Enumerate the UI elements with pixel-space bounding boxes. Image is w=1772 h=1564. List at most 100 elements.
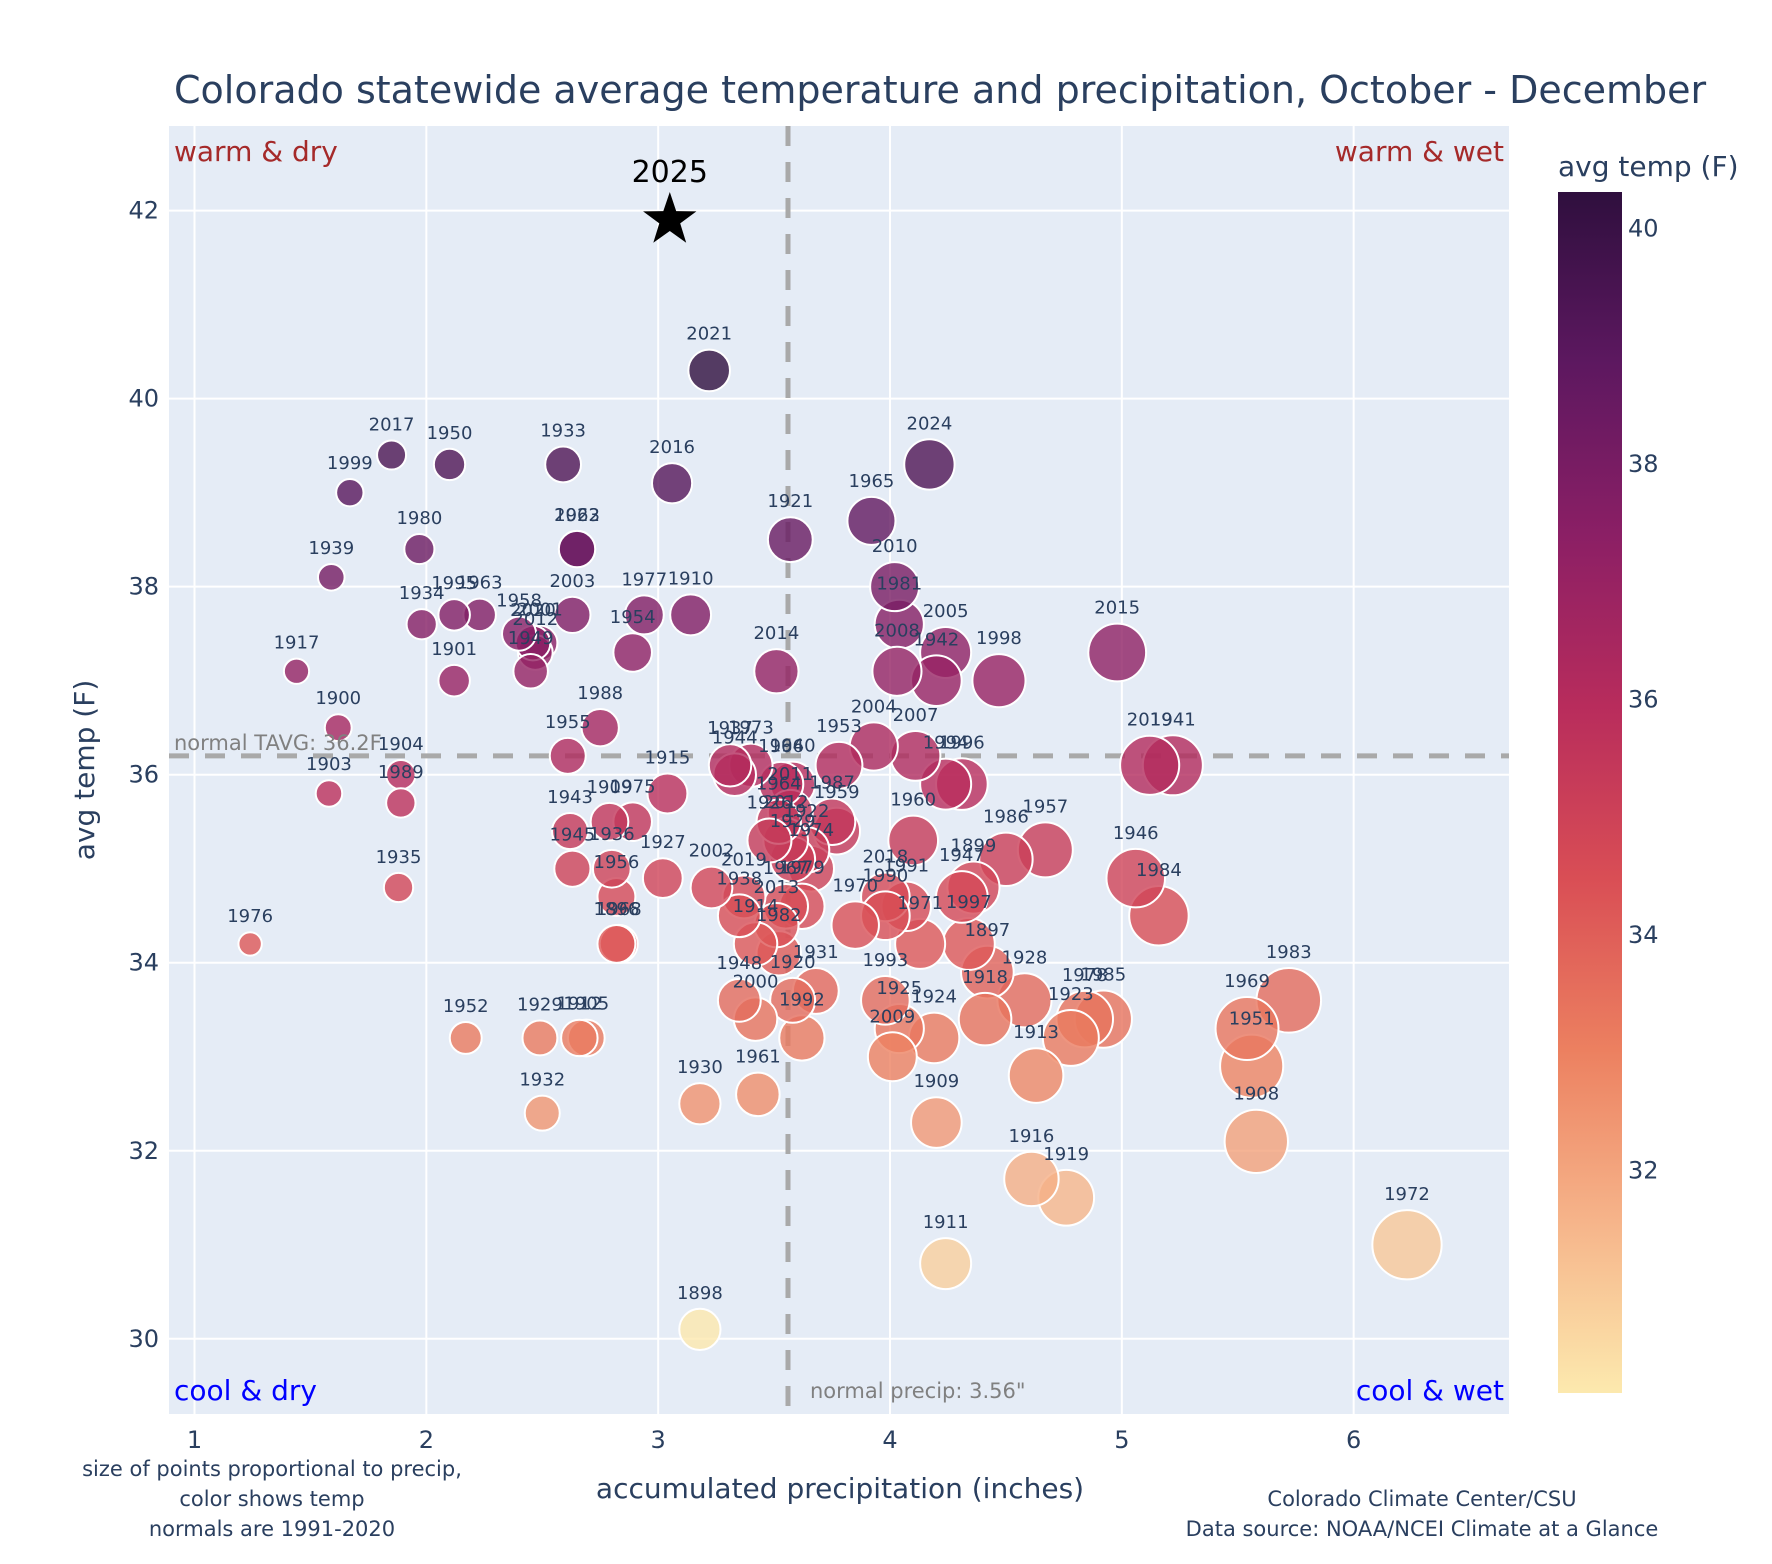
data-point[interactable] — [1119, 734, 1181, 796]
data-point[interactable] — [282, 657, 311, 685]
data-point[interactable] — [589, 801, 630, 842]
data-point[interactable] — [623, 594, 665, 636]
data-point[interactable] — [753, 648, 800, 695]
data-point[interactable] — [382, 871, 415, 904]
data-point[interactable] — [641, 857, 684, 900]
data-point[interactable] — [405, 608, 438, 641]
star-icon[interactable] — [643, 192, 697, 243]
data-point[interactable] — [707, 743, 753, 788]
data-point[interactable] — [596, 923, 637, 964]
data-point[interactable] — [316, 562, 346, 592]
data-point[interactable] — [523, 1094, 561, 1132]
data-point[interactable] — [551, 812, 590, 851]
data-point[interactable] — [651, 462, 694, 505]
data-point[interactable] — [866, 1031, 918, 1083]
point-label: 1928 — [1002, 947, 1048, 968]
data-point[interactable] — [1087, 622, 1148, 683]
data-points — [237, 348, 1443, 1352]
data-point[interactable] — [314, 779, 344, 808]
data-point[interactable] — [521, 1019, 559, 1057]
point-label: 2017 — [369, 415, 415, 436]
data-point[interactable] — [1003, 1150, 1060, 1208]
data-point[interactable] — [910, 1096, 963, 1149]
data-point[interactable] — [830, 900, 880, 950]
data-point[interactable] — [437, 663, 471, 698]
point-label: 2016 — [649, 437, 695, 458]
data-point[interactable] — [335, 477, 365, 508]
point-label: 1937 — [707, 718, 753, 739]
data-point[interactable] — [903, 438, 956, 491]
point-label: 1990 — [862, 865, 908, 886]
data-point[interactable] — [1214, 996, 1280, 1062]
data-point[interactable] — [548, 736, 587, 775]
point-label: 2004 — [851, 696, 897, 717]
data-point[interactable] — [957, 991, 1013, 1047]
data-point[interactable] — [1105, 847, 1167, 909]
point-label: 1912 — [556, 994, 602, 1015]
data-point[interactable] — [678, 1307, 722, 1352]
data-point[interactable] — [678, 1082, 722, 1126]
data-point[interactable] — [869, 561, 921, 613]
data-point[interactable] — [971, 653, 1027, 709]
data-point[interactable] — [716, 893, 762, 939]
data-point[interactable] — [919, 1237, 973, 1291]
data-point[interactable] — [580, 708, 620, 748]
data-point[interactable] — [769, 976, 817, 1024]
data-point[interactable] — [403, 533, 436, 566]
point-label: 1932 — [519, 1070, 565, 1091]
data-point[interactable] — [501, 615, 538, 652]
point-label: 2008 — [874, 621, 920, 642]
data-point[interactable] — [237, 931, 263, 957]
data-point[interactable] — [385, 787, 417, 819]
data-point[interactable] — [860, 975, 911, 1026]
data-point[interactable] — [646, 772, 689, 815]
data-point[interactable] — [553, 849, 592, 888]
x-tick-label: 2 — [419, 1426, 434, 1454]
data-point[interactable] — [669, 593, 713, 637]
point-label: 1939 — [308, 538, 354, 559]
point-label: 1953 — [816, 716, 862, 737]
data-point[interactable] — [887, 814, 940, 867]
point-label: 1954 — [610, 607, 656, 628]
point-label: 1951 — [1229, 1009, 1275, 1030]
data-point[interactable] — [871, 645, 923, 697]
data-point[interactable] — [766, 516, 814, 564]
data-point[interactable] — [716, 977, 762, 1023]
data-point[interactable] — [846, 495, 897, 546]
point-label: 1934 — [399, 583, 445, 604]
data-point[interactable] — [437, 598, 471, 632]
data-point[interactable] — [687, 348, 731, 393]
x-axis-title: accumulated precipitation (inches) — [596, 1472, 1084, 1505]
data-point[interactable] — [1371, 1209, 1443, 1281]
data-point[interactable] — [448, 1020, 483, 1055]
point-label: 1948 — [716, 953, 762, 974]
point-label: 1918 — [962, 967, 1008, 988]
data-point[interactable] — [560, 1018, 599, 1058]
data-point[interactable] — [1007, 1047, 1065, 1104]
data-point[interactable] — [512, 653, 549, 690]
point-label: 1987 — [809, 772, 855, 793]
data-point[interactable] — [544, 445, 583, 484]
data-point[interactable] — [1041, 1008, 1100, 1067]
point-label: 2020 — [510, 600, 556, 621]
data-point[interactable] — [376, 439, 408, 471]
point-label: 1955 — [545, 712, 591, 733]
data-point[interactable] — [689, 865, 734, 910]
point-label: 1941 — [1150, 709, 1196, 730]
data-point[interactable] — [591, 848, 632, 889]
quadrant-label-warm-dry: warm & dry — [174, 135, 338, 168]
colorbar-tick-label: 34 — [1628, 921, 1659, 949]
data-point[interactable] — [553, 595, 592, 634]
data-point[interactable] — [612, 632, 653, 673]
data-point[interactable] — [1223, 1108, 1289, 1175]
data-point[interactable] — [935, 870, 989, 924]
footnote-left-line-2: color shows temp — [179, 1487, 364, 1511]
data-point[interactable] — [735, 1071, 781, 1118]
data-point[interactable] — [557, 529, 597, 569]
data-point[interactable] — [814, 740, 864, 790]
data-point[interactable] — [323, 713, 353, 743]
y-tick-label: 34 — [128, 949, 159, 977]
data-point[interactable] — [432, 447, 467, 482]
data-point[interactable] — [746, 817, 793, 864]
y-tick-label: 36 — [128, 761, 159, 789]
